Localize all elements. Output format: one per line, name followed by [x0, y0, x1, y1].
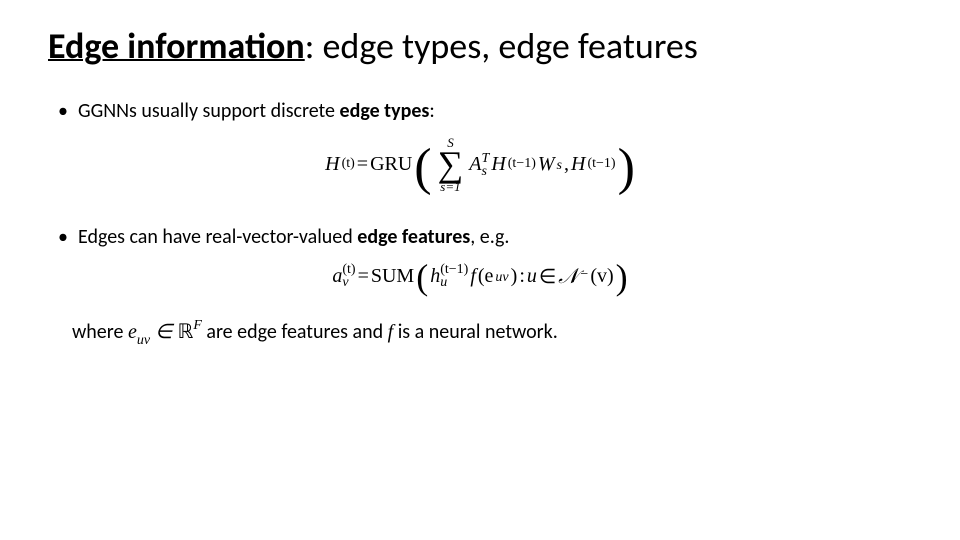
eq1-gru: GRU: [370, 153, 412, 176]
eq2-f-rp: ): [511, 265, 518, 288]
eq2-N-sup: −: [580, 267, 588, 283]
bullet-dot-icon: •: [58, 96, 68, 126]
eq2-rparen: ): [616, 263, 628, 292]
eq1-H3: H: [571, 153, 585, 176]
eq1-W: W: [538, 153, 555, 176]
eq1-H-sup: (t): [342, 156, 355, 172]
eq2-sum-func: SUM: [371, 265, 414, 288]
eq2-f: f: [470, 265, 476, 288]
eq1-H2: H: [491, 153, 505, 176]
title-rest-part: : edge types, edge features: [305, 24, 698, 68]
footer-line: where euv ∈ ℝF are edge features and f i…: [72, 319, 912, 348]
eq2-h-supsub: (t−1)u: [440, 264, 468, 289]
equation-1-block: H(t) = GRU ( S ∑ s=1 ATs H(t−1) Ws , H(t…: [48, 136, 912, 194]
eq1-H2-sup: (t−1): [508, 156, 536, 172]
bullet2-bold: edge features: [357, 225, 470, 249]
footer-e: e: [128, 321, 137, 343]
eq1-A-supsub: Ts: [482, 153, 490, 178]
eq2-a: a: [332, 265, 342, 288]
eq2-a-supsub: (t)v: [342, 264, 355, 289]
bullet-1: • GGNNs usually support discrete edge ty…: [58, 96, 912, 126]
footer-mid: are edge features and: [202, 320, 388, 344]
eq2-colon: :: [519, 265, 525, 288]
bullet1-pre: GGNNs usually support discrete: [78, 99, 340, 123]
eq1-sum-bot: s=1: [440, 180, 460, 194]
footer-end: is a neural network.: [393, 320, 558, 344]
eq2-lparen: (: [416, 263, 428, 292]
eq1-A: A: [469, 153, 481, 176]
eq2-in: ∈: [539, 264, 556, 289]
eq1-W-sub: s: [557, 158, 562, 174]
slide-container: Edge information: edge types, edge featu…: [0, 0, 960, 372]
equation-1: H(t) = GRU ( S ∑ s=1 ATs H(t−1) Ws , H(t…: [325, 136, 635, 194]
bullet2-post: , e.g.: [470, 225, 509, 249]
bullet-1-text: GGNNs usually support discrete edge type…: [78, 96, 435, 126]
eq1-H: H: [325, 153, 339, 176]
eq2-N: 𝒩: [558, 264, 578, 289]
sigma-icon: ∑: [438, 149, 464, 180]
eq1-equals: =: [357, 153, 368, 176]
bullet1-bold: edge types: [340, 99, 430, 123]
bullet-2-text: Edges can have real-vector-valued edge f…: [78, 222, 510, 252]
eq1-lparen: (: [414, 147, 431, 189]
eq1-sum: S ∑ s=1: [438, 136, 464, 194]
bullet2-pre: Edges can have real-vector-valued: [78, 225, 357, 249]
eq2-u: u: [527, 265, 537, 288]
eq2-equals: =: [358, 265, 369, 288]
footer-R-sup: F: [193, 318, 202, 333]
bullet-dot-icon: •: [58, 222, 68, 252]
bullet-2: • Edges can have real-vector-valued edge…: [58, 222, 912, 252]
eq2-f-sub: uv: [495, 270, 508, 286]
footer-e-sub: uv: [137, 333, 150, 348]
eq1-rparen: ): [618, 147, 635, 189]
bullet1-post: :: [429, 99, 434, 123]
slide-title: Edge information: edge types, edge featu…: [48, 24, 912, 68]
equation-2: a(t)v = SUM ( h(t−1)u f(euv) : u ∈ 𝒩−(v)…: [332, 262, 627, 291]
equation-2-block: a(t)v = SUM ( h(t−1)u f(euv) : u ∈ 𝒩−(v)…: [48, 262, 912, 291]
eq2-v: (v): [590, 265, 613, 288]
eq2-h: h: [430, 265, 440, 288]
eq1-H3-sup: (t−1): [587, 156, 615, 172]
title-bold-part: Edge information: [48, 24, 305, 68]
footer-in: ∈: [150, 321, 177, 343]
eq2-f-lp: (e: [478, 265, 494, 288]
footer-R: ℝ: [177, 321, 193, 343]
footer-where: where: [72, 320, 128, 344]
eq1-comma: ,: [564, 153, 569, 176]
